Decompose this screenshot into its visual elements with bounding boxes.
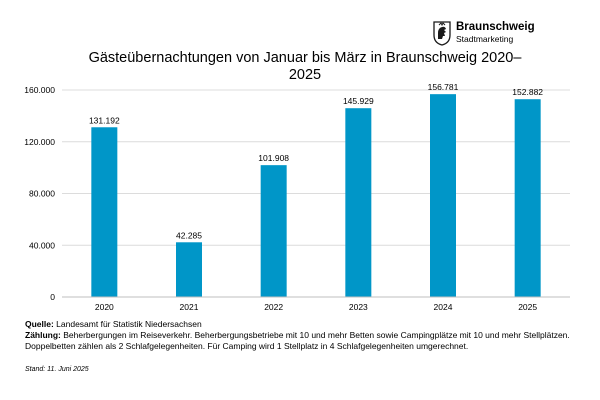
stand-date: Stand: 11. Juni 2025 [25,366,89,373]
bar-value-label: 131.192 [89,115,120,125]
chart-footnote: Quelle: Landesamt für Statistik Niedersa… [25,319,585,352]
chart-title: Gästeübernachtungen von Januar bis März … [60,50,550,84]
bar [260,165,287,297]
bar-value-label: 156.781 [428,82,459,92]
bar [430,94,456,297]
lion-crest-icon [433,21,451,46]
y-tick-label: 160.000 [24,85,55,95]
x-tick-label: 2025 [518,302,537,312]
bar-value-label: 101.908 [258,153,289,163]
y-tick-label: 0 [50,292,55,302]
x-tick-label: 2020 [95,302,114,312]
source-label: Quelle: [25,319,54,329]
count-note: Zählung: Beherbergungen im Reiseverkehr.… [25,330,585,352]
bar [514,99,541,297]
brand-tagline: Stadtmarketing [456,34,514,44]
source-text: Landesamt für Statistik Niedersachsen [53,319,202,329]
y-tick-label: 120.000 [24,137,55,147]
count-text: Beherbergungen im Reiseverkehr. Beherber… [25,330,570,351]
x-tick-label: 2023 [349,302,368,312]
chart-title-line-2: 2025 [288,67,322,83]
bar [91,127,118,297]
y-tick-label: 80.000 [29,189,55,199]
x-tick-label: 2021 [180,302,199,312]
x-tick-label: 2022 [264,302,283,312]
bar-value-label: 42.285 [176,230,202,240]
bar [345,108,372,298]
count-label: Zählung: [25,330,61,340]
bar [176,242,202,297]
y-tick-label: 40.000 [29,240,55,250]
brand-logo: Braunschweig Stadtmarketing [432,20,572,46]
bar-value-label: 152.882 [512,87,543,97]
chart-title-line-1: Gästeübernachtungen von Januar bis März … [88,50,522,66]
bar-value-label: 145.929 [343,96,374,106]
brand-name: Braunschweig [456,21,535,33]
source-note: Quelle: Landesamt für Statistik Niedersa… [25,319,585,330]
x-tick-label: 2024 [434,302,453,312]
